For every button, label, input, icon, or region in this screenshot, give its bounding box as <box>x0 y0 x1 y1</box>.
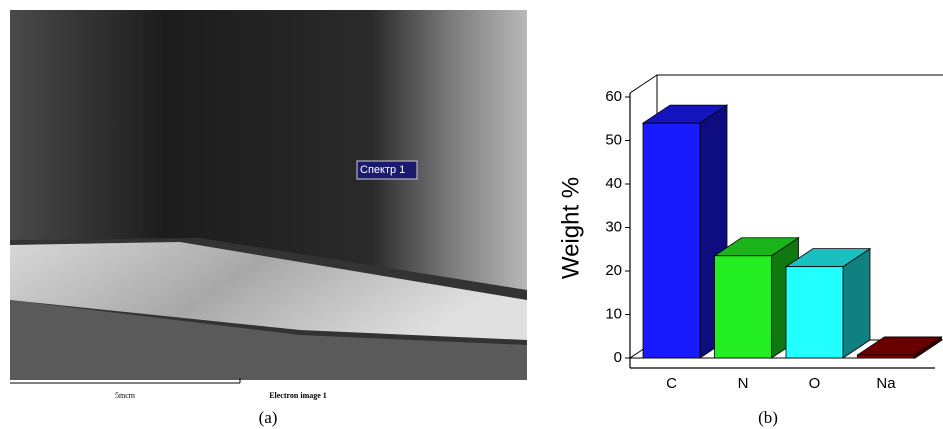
sem-image: Спектр 1 <box>10 10 527 380</box>
scale-label: 5mcm <box>115 391 136 400</box>
image-caption: Electron image 1 <box>269 391 327 400</box>
y-tick-label: 30 <box>605 218 622 235</box>
panel-label: (b) <box>758 408 778 427</box>
y-tick-label: 0 <box>614 349 622 366</box>
spot-label: Спектр 1 <box>360 164 405 176</box>
x-tick-label: C <box>666 375 677 392</box>
bar-side <box>842 247 871 359</box>
y-tick-label: 20 <box>605 262 622 279</box>
x-tick-label: O <box>809 375 821 392</box>
bar <box>785 266 844 359</box>
bar <box>642 122 701 359</box>
y-tick-label: 40 <box>605 175 622 192</box>
y-tick-label: 60 <box>605 88 622 105</box>
y-tick-label: 50 <box>605 131 622 148</box>
bar <box>857 354 915 359</box>
y-axis-label: Weight % <box>557 177 584 279</box>
panel-label: (a) <box>259 408 278 427</box>
x-tick-label: N <box>738 375 749 392</box>
y-tick-label: 10 <box>605 305 622 322</box>
x-tick-label: Na <box>876 375 896 392</box>
bar <box>714 255 772 359</box>
wall-edge <box>629 74 658 94</box>
